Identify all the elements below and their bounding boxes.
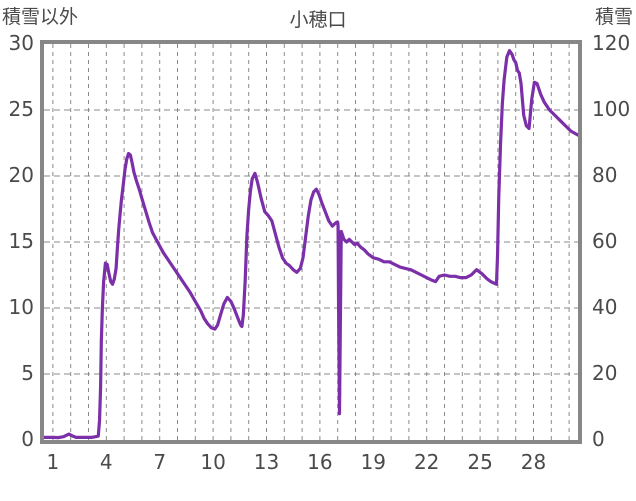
chart-canvas [44, 44, 578, 440]
series-lines [44, 48, 578, 440]
x-axis-tick-label: 10 [200, 450, 226, 474]
y-axis-right-tick-label: 20 [592, 361, 618, 385]
plot-area [40, 40, 582, 444]
y-axis-right-tick-label: 60 [592, 229, 618, 253]
x-axis-tick-label: 22 [413, 450, 440, 474]
page-title: 小穂口 [289, 9, 347, 31]
gridlines [44, 44, 578, 440]
y-axis-right-tick-label: 80 [592, 163, 618, 187]
y-axis-left-tick-label: 5 [21, 361, 34, 385]
series-line [44, 48, 578, 440]
x-axis-tick-label: 7 [153, 450, 167, 474]
y-axis-right-tick-label: 0 [592, 427, 605, 451]
x-axis-tick-label: 28 [520, 450, 547, 474]
right-axis-caption: 積雪 [594, 6, 633, 28]
y-axis-left-tick-label: 15 [8, 229, 34, 253]
x-axis-tick-label: 19 [360, 450, 387, 474]
x-axis-tick-label: 25 [467, 450, 493, 474]
y-axis-left-tick-label: 25 [8, 97, 34, 121]
y-axis-left-tick-label: 10 [8, 295, 34, 319]
y-axis-left-tick-label: 30 [8, 31, 34, 55]
x-axis-tick-label: 13 [253, 450, 280, 474]
y-axis-right-tick-label: 120 [592, 31, 631, 55]
y-axis-left-tick-label: 20 [8, 163, 34, 187]
y-axis-right-tick-label: 40 [592, 295, 618, 319]
y-axis-left-tick-label: 0 [21, 427, 34, 451]
x-axis-tick-label: 16 [307, 450, 333, 474]
x-axis-tick-label: 4 [99, 450, 113, 474]
left-axis-caption: 積雪以外 [2, 6, 79, 28]
x-axis-tick-label: 1 [46, 450, 60, 474]
y-axis-right-tick-label: 100 [592, 97, 631, 121]
